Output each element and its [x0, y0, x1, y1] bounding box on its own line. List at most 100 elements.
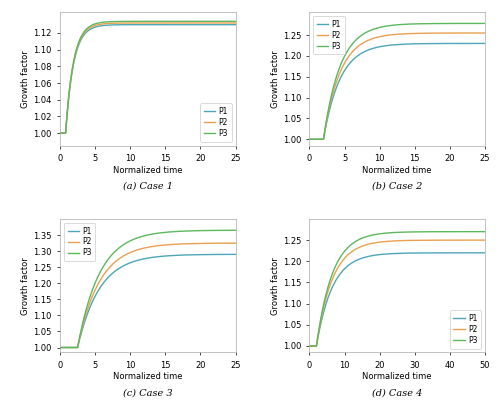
P1 — [316, 333, 322, 338]
P1 — [444, 250, 450, 255]
Line: P2: P2 — [310, 240, 485, 346]
P3 — [477, 229, 483, 234]
P3 — [57, 345, 63, 350]
P3 — [228, 19, 234, 24]
P1 — [392, 251, 398, 256]
P3 — [392, 230, 398, 235]
P1 — [196, 252, 202, 257]
P2 — [142, 21, 148, 26]
Legend: P1, P2, P3: P1, P2, P3 — [200, 103, 232, 142]
P1 — [387, 252, 393, 256]
P3 — [66, 345, 72, 350]
P1 — [142, 22, 148, 27]
Legend: P1, P2, P3: P1, P2, P3 — [450, 310, 481, 349]
P1 — [477, 41, 483, 46]
P1 — [228, 22, 234, 27]
P1 — [387, 43, 393, 48]
Legend: P1, P2, P3: P1, P2, P3 — [64, 223, 96, 261]
P1 — [66, 345, 72, 350]
P3 — [57, 131, 63, 136]
Text: (a) Case 1: (a) Case 1 — [123, 182, 173, 191]
P2 — [387, 32, 393, 37]
P3 — [138, 234, 143, 239]
P2 — [316, 331, 322, 336]
Y-axis label: Growth factor: Growth factor — [22, 50, 30, 108]
P3 — [316, 137, 322, 142]
P2 — [477, 238, 483, 243]
P1 — [232, 252, 238, 257]
P3 — [228, 19, 234, 24]
Line: P3: P3 — [60, 230, 236, 347]
P1 — [444, 41, 450, 46]
P3 — [316, 330, 322, 335]
P3 — [228, 228, 234, 233]
P1 — [228, 252, 234, 257]
P2 — [66, 92, 72, 97]
P3 — [444, 229, 450, 234]
Line: P2: P2 — [60, 243, 236, 347]
P2 — [228, 241, 234, 245]
P2 — [232, 241, 238, 245]
P3 — [138, 19, 143, 24]
P2 — [228, 21, 234, 26]
P1 — [477, 41, 483, 46]
P2 — [232, 21, 238, 26]
P1 — [482, 250, 488, 255]
P2 — [444, 238, 450, 243]
Y-axis label: Growth factor: Growth factor — [271, 50, 280, 108]
P3 — [196, 19, 202, 24]
P2 — [138, 21, 143, 26]
P2 — [482, 238, 488, 243]
P1 — [477, 250, 483, 255]
P3 — [477, 21, 483, 26]
Line: P1: P1 — [310, 253, 485, 346]
P2 — [316, 137, 322, 142]
P2 — [196, 241, 202, 246]
Line: P3: P3 — [60, 21, 236, 133]
P3 — [387, 230, 393, 235]
P2 — [477, 238, 483, 243]
Y-axis label: Growth factor: Growth factor — [271, 257, 280, 315]
P1 — [392, 43, 398, 47]
P2 — [306, 137, 312, 142]
P2 — [444, 31, 450, 36]
P1 — [228, 22, 234, 27]
P3 — [444, 21, 450, 26]
P2 — [57, 131, 63, 136]
P3 — [306, 343, 312, 348]
P1 — [138, 257, 143, 262]
X-axis label: Normalized time: Normalized time — [113, 373, 182, 382]
P1 — [57, 131, 63, 136]
P3 — [482, 229, 488, 234]
P3 — [306, 137, 312, 142]
P2 — [306, 343, 312, 348]
P2 — [482, 30, 488, 35]
P3 — [387, 23, 393, 28]
P3 — [477, 229, 483, 234]
P1 — [477, 250, 483, 255]
P1 — [57, 345, 63, 350]
X-axis label: Normalized time: Normalized time — [362, 166, 432, 175]
P1 — [228, 252, 234, 257]
P1 — [306, 137, 312, 142]
P3 — [232, 19, 238, 24]
P2 — [138, 247, 143, 252]
P1 — [482, 41, 488, 46]
P3 — [142, 233, 148, 238]
P3 — [477, 21, 483, 26]
P2 — [477, 30, 483, 35]
P1 — [66, 93, 72, 98]
P2 — [228, 241, 234, 245]
Line: P3: P3 — [310, 232, 485, 346]
Text: (c) Case 3: (c) Case 3 — [123, 389, 172, 398]
X-axis label: Normalized time: Normalized time — [362, 373, 432, 382]
P2 — [142, 245, 148, 250]
Line: P3: P3 — [310, 23, 485, 139]
P2 — [387, 239, 393, 243]
Y-axis label: Growth factor: Growth factor — [22, 257, 30, 315]
Line: P2: P2 — [310, 33, 485, 139]
P3 — [196, 228, 202, 233]
Line: P1: P1 — [310, 43, 485, 139]
P2 — [57, 345, 63, 350]
P3 — [232, 228, 238, 233]
